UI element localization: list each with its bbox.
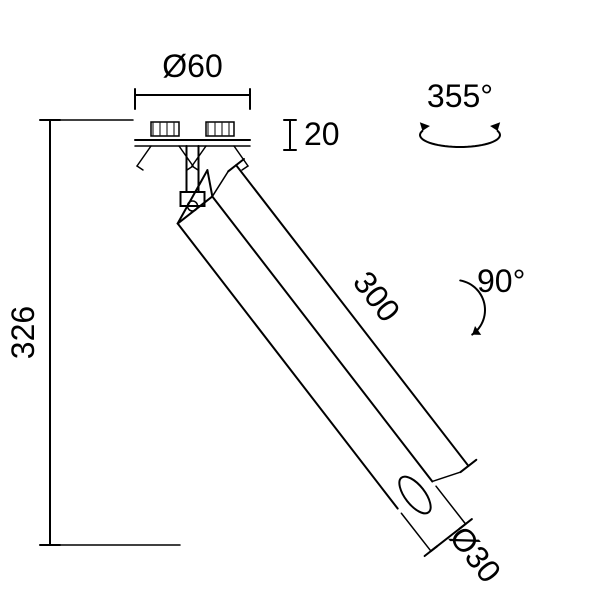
dim-rot-90: 90° xyxy=(477,263,525,299)
dim-height-326: 326 xyxy=(5,306,41,359)
dim-diameter-60: Ø60 xyxy=(162,48,222,84)
dim-rot-355: 355° xyxy=(427,78,493,114)
dim-height-20: 20 xyxy=(304,116,340,152)
dim-diameter-30: Ø30 xyxy=(443,520,509,590)
